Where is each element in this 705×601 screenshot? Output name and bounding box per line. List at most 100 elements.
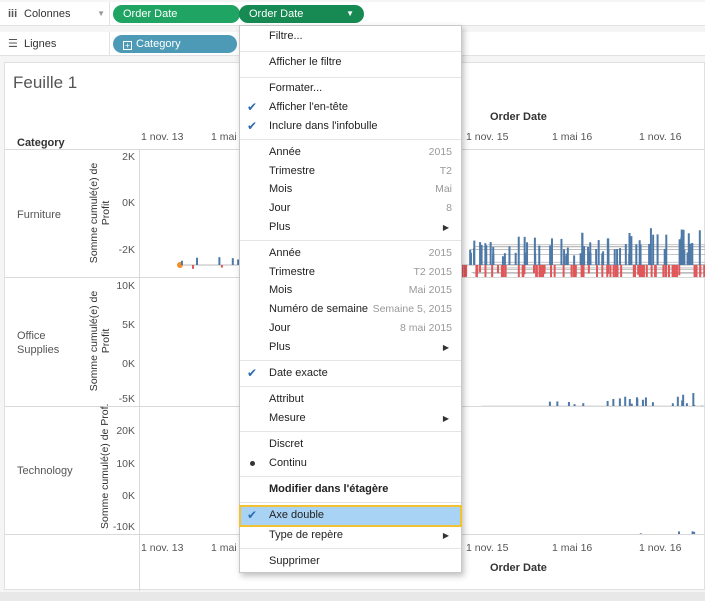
menu-item-mark-type[interactable]: Type de repère ▶ xyxy=(240,526,461,545)
menu-item-show-filter[interactable]: Afficher le filtre xyxy=(269,56,342,68)
data-mark xyxy=(533,237,536,265)
order-date-pill-2[interactable]: Order Date ▼ xyxy=(239,5,364,23)
menu-item-measure[interactable]: Mesure ▶ xyxy=(240,409,461,428)
data-mark xyxy=(681,241,684,265)
data-mark xyxy=(533,265,536,274)
menu-item-discrete[interactable]: Discret xyxy=(269,438,304,450)
data-mark xyxy=(639,244,642,265)
pill-context-menu: Filtre... Afficher le filtre Formater...… xyxy=(239,25,462,573)
data-mark xyxy=(671,265,674,277)
menu-item-month-continuous[interactable]: Mois Mai 2015 xyxy=(269,284,452,296)
data-mark xyxy=(475,265,478,277)
category-pill[interactable]: + Category xyxy=(113,35,237,53)
data-mark xyxy=(628,253,631,265)
menu-item-filter[interactable]: Filtre... xyxy=(269,30,303,42)
menu-item-year[interactable]: Année 2015 xyxy=(269,146,452,158)
menu-item-day[interactable]: Jour 8 xyxy=(269,202,452,214)
data-mark xyxy=(556,401,559,406)
data-mark xyxy=(640,265,643,277)
data-mark xyxy=(687,233,690,265)
data-mark xyxy=(699,265,702,276)
plot-pane-office-supplies[interactable] xyxy=(140,278,705,406)
data-mark xyxy=(579,253,582,265)
data-mark xyxy=(662,265,665,277)
data-mark xyxy=(693,404,696,406)
menu-item-continuous[interactable]: Continu xyxy=(240,454,461,473)
menu-item-year-continuous[interactable]: Année 2015 xyxy=(269,247,452,259)
order-date-pill-1[interactable]: Order Date xyxy=(113,5,240,23)
data-mark xyxy=(675,265,678,277)
pill-dropdown-icon[interactable]: ▼ xyxy=(346,9,354,18)
data-mark xyxy=(496,265,499,274)
data-mark xyxy=(665,234,668,265)
plot-pane-technology[interactable] xyxy=(140,407,705,534)
checkmark-icon: ✔ xyxy=(247,119,258,133)
menu-item-format[interactable]: Formater... xyxy=(269,82,323,94)
data-mark xyxy=(180,260,183,265)
data-mark xyxy=(620,265,623,277)
data-mark xyxy=(644,397,647,406)
y-tick: 0K xyxy=(122,490,135,502)
menu-item-more[interactable]: Plus ▶ xyxy=(240,218,461,237)
data-mark xyxy=(616,265,619,277)
menu-item-exact-date[interactable]: ✔ Date exacte xyxy=(240,364,461,383)
menu-item-dual-axis[interactable]: ✔ Axe double xyxy=(239,505,462,527)
row-header: Category xyxy=(17,137,65,149)
data-mark xyxy=(541,265,544,277)
menu-item-show-header[interactable]: ✔ Afficher l'en-tête xyxy=(240,98,461,117)
data-mark xyxy=(485,245,488,265)
menu-item-quarter-continuous[interactable]: Trimestre T2 2015 xyxy=(269,266,452,278)
data-mark xyxy=(567,401,570,406)
menu-item-week-number[interactable]: Numéro de semaine Semaine 5, 2015 xyxy=(269,303,452,315)
category-label-technology: Technology xyxy=(17,465,73,477)
menu-item-edit-in-shelf[interactable]: Modifier dans l'étagère xyxy=(269,483,389,495)
data-mark xyxy=(538,265,541,277)
data-mark xyxy=(638,265,641,277)
data-mark xyxy=(196,257,199,265)
data-mark xyxy=(693,531,696,534)
column-header-bottom: Order Date xyxy=(490,562,547,574)
data-mark xyxy=(562,265,565,277)
category-label-office-supplies: Office Supplies xyxy=(17,330,60,356)
data-mark xyxy=(698,230,701,265)
menu-item-more-continuous[interactable]: Plus ▶ xyxy=(240,338,461,357)
data-mark xyxy=(642,265,645,277)
data-mark xyxy=(618,398,621,406)
menu-item-day-continuous[interactable]: Jour 8 mai 2015 xyxy=(269,322,452,334)
data-mark xyxy=(581,232,584,265)
menu-item-include-tooltip[interactable]: ✔ Inclure dans l'infobulle xyxy=(240,117,461,136)
data-mark xyxy=(667,265,670,277)
menu-item-month[interactable]: Mois Mai xyxy=(269,183,452,195)
menu-item-attribute[interactable]: Attribut xyxy=(269,393,304,405)
data-mark xyxy=(616,248,619,265)
top-tick: 1 mai 16 xyxy=(552,131,593,143)
menu-separator xyxy=(240,548,461,549)
data-mark xyxy=(654,265,657,277)
data-mark xyxy=(652,234,655,265)
columns-shelf-label: iii Colonnes ▼ xyxy=(0,2,110,26)
menu-item-quarter[interactable]: Trimestre T2 xyxy=(269,165,452,177)
data-mark xyxy=(514,252,517,265)
menu-separator xyxy=(240,476,461,477)
menu-separator xyxy=(240,77,461,78)
menu-separator xyxy=(240,386,461,387)
data-mark xyxy=(465,265,468,277)
data-mark xyxy=(606,238,609,265)
data-mark xyxy=(573,255,576,265)
chevron-down-icon[interactable]: ▼ xyxy=(97,9,105,18)
data-mark xyxy=(692,393,695,406)
columns-shelf[interactable]: iii Colonnes ▼ Order Date Order Date ▼ xyxy=(0,2,705,26)
data-mark xyxy=(630,236,633,265)
menu-item-remove[interactable]: Supprimer xyxy=(269,555,320,567)
data-mark xyxy=(563,249,566,265)
rows-icon: ☰ xyxy=(8,38,18,50)
expand-icon[interactable]: + xyxy=(123,41,132,50)
data-mark xyxy=(656,234,659,265)
data-mark xyxy=(606,400,609,406)
data-mark xyxy=(463,265,466,277)
rows-shelf-label: ☰ Lignes xyxy=(0,32,110,56)
data-mark xyxy=(597,240,600,265)
data-mark xyxy=(589,242,592,265)
checkmark-icon: ✔ xyxy=(247,508,258,522)
